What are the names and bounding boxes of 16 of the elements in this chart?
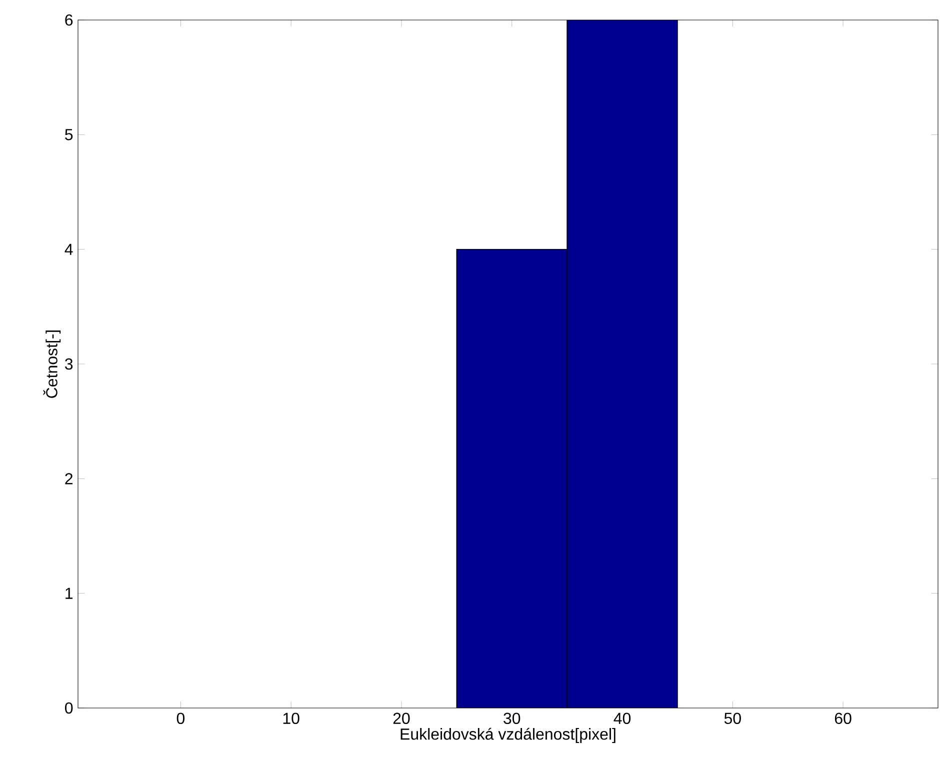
y-tick-label: 2 bbox=[65, 473, 72, 484]
y-tick-label: 5 bbox=[65, 129, 73, 140]
y-tick-label: 3 bbox=[65, 358, 73, 370]
x-tick-label: 0 bbox=[176, 712, 185, 724]
x-tick-label: 50 bbox=[724, 712, 741, 724]
y-tick-label: 6 bbox=[65, 14, 73, 26]
y-tick-label: 0 bbox=[65, 702, 73, 714]
y-tick-label: 4 bbox=[64, 244, 73, 255]
x-axis-title: Eukleidovská vzdálenost[pixel] bbox=[400, 728, 616, 743]
x-tick-label: 30 bbox=[504, 712, 520, 724]
x-tick-label: 40 bbox=[614, 712, 631, 724]
x-tick-label: 10 bbox=[283, 712, 300, 724]
x-tick-label: 20 bbox=[393, 712, 410, 724]
y-axis-title: Četnost[-] bbox=[43, 330, 61, 398]
x-tick-label: 60 bbox=[834, 712, 852, 724]
y-tick-label: 1 bbox=[66, 588, 73, 599]
